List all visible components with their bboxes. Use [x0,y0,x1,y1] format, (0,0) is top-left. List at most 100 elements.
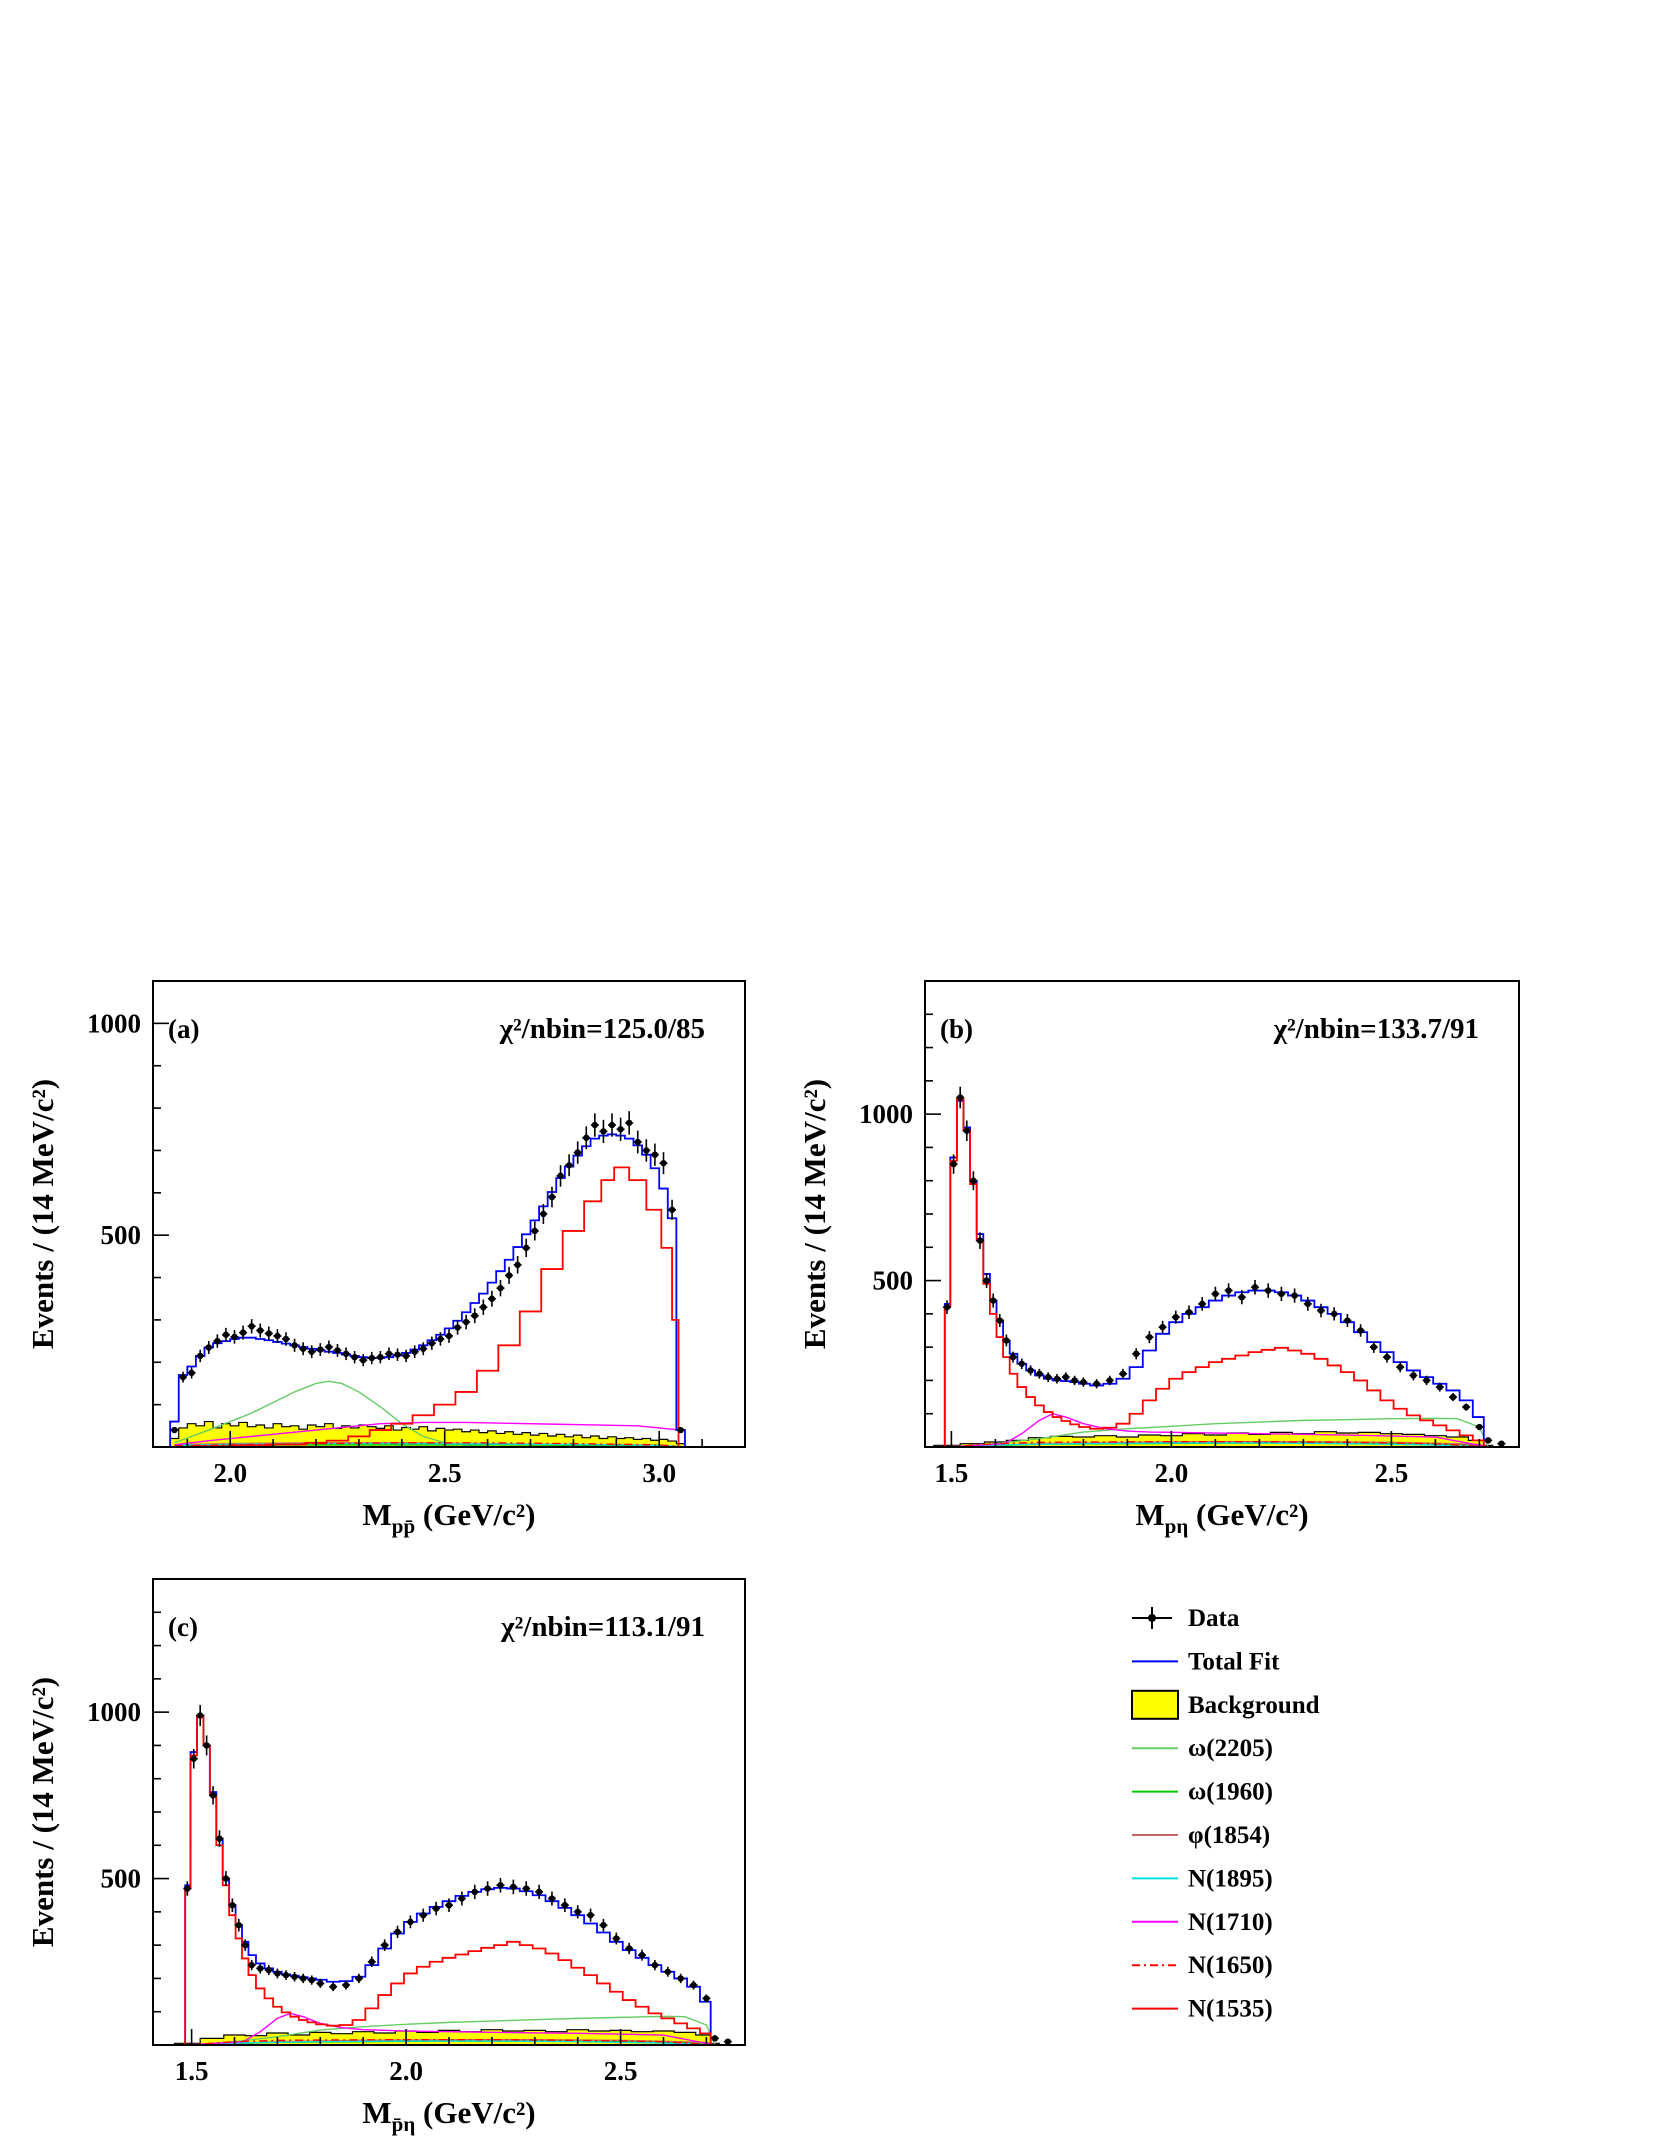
data-point [457,1891,466,1906]
data-point [189,1748,198,1769]
data-point [342,1980,351,1990]
x-tick-label: 2.0 [1155,1458,1189,1488]
data-point [290,1338,299,1352]
data-point [281,1970,290,1980]
data-point [599,1119,608,1143]
chi2-annotation: χ²/nbin=133.7/91 [1273,1013,1479,1045]
x-tick-label: 2.5 [428,1458,462,1488]
legend-entry: Background [1131,1689,1320,1720]
data-point [479,1299,488,1315]
x-tick-label: 2.5 [1375,1458,1409,1488]
data-point [256,1323,265,1338]
data-point [668,1199,677,1220]
x-tick-label: 1.5 [935,1458,969,1488]
data-point [496,1877,505,1893]
data-point [530,1221,539,1241]
data-point [590,1113,599,1137]
data-point [573,1141,582,1164]
data-point [354,1973,363,1984]
data-point [1053,1373,1061,1384]
data-point [547,1186,556,1208]
series-background-fill [169,1420,686,1447]
data-point [1105,1375,1114,1386]
data-point [1044,1372,1053,1382]
x-axis-label: Mpp̄ (GeV/c²) [363,1497,536,1538]
legend-label: N(1535) [1188,1996,1273,2023]
series-n-1535-line [180,1714,720,2045]
panel-label: (c) [168,1612,198,1642]
data-point [393,1925,402,1938]
plot-area [157,1111,686,1447]
y-axis-label: Events / (14 MeV/c²) [25,1079,60,1349]
series-data-points [170,1111,685,1434]
data-point [1092,1379,1101,1389]
data-point [462,1314,471,1330]
legend-entry: Data [1132,1605,1240,1632]
data-point [1396,1361,1405,1373]
data-point [1224,1283,1233,1298]
data-point [342,1347,351,1361]
data-point [1330,1307,1339,1321]
data-point [1409,1370,1418,1381]
legend-label: Data [1188,1605,1240,1632]
data-point [676,1426,685,1434]
data-point [556,1165,565,1187]
legend-label: ω(1960) [1188,1779,1273,1806]
data-point [1422,1375,1431,1386]
data-point [612,1932,621,1945]
data-point [221,1871,230,1887]
legend-label: Total Fit [1188,1648,1280,1675]
data-point [1185,1305,1193,1319]
data-point [1303,1296,1312,1311]
legend-label: Background [1188,1692,1320,1719]
data-point [196,1349,205,1363]
legend-entry: φ(1854) [1132,1822,1270,1849]
data-point [230,1330,239,1344]
data-point [367,1351,376,1365]
data-point [1317,1303,1325,1318]
data-point [710,2035,719,2042]
data-point [228,1898,237,1913]
data-point [496,1279,505,1297]
panel-label: (a) [168,1014,199,1044]
series-n-1710-line [187,2012,716,2045]
data-point [663,1966,672,1977]
data-point [1158,1320,1167,1334]
data-point [560,1898,569,1913]
data-point [316,1343,325,1356]
x-tick-label: 1.5 [175,2056,209,2086]
data-point [1449,1392,1457,1402]
data-point [445,1329,453,1343]
data-point [273,1329,282,1343]
plot-area [933,1086,1506,1447]
data-point [608,1113,617,1137]
data-point [513,1256,522,1274]
data-point [402,1349,411,1363]
legend-entry: N(1895) [1132,1865,1273,1892]
data-point [419,1342,428,1356]
data-point [453,1320,462,1335]
series-n-1710-line [174,1421,681,1446]
data-point [1290,1288,1299,1303]
data-point [505,1266,514,1284]
data-point [221,1327,230,1342]
data-point [586,1908,595,1922]
data-point [969,1171,978,1191]
data-point [642,1139,651,1162]
y-axis-label: Events / (14 MeV/c²) [25,1677,60,1947]
data-point [239,1325,248,1340]
data-point [179,1371,188,1383]
data-point [1002,1334,1011,1347]
data-point [264,1965,273,1976]
data-point [1264,1283,1273,1298]
legend-label: ω(2205) [1188,1735,1273,1762]
data-point [196,1704,205,1726]
data-point [256,1963,265,1974]
series-total-fit-line [169,1133,686,1447]
y-tick-label: 1000 [859,1099,913,1129]
x-tick-label: 2.5 [604,2056,638,2086]
data-point [470,1884,479,1900]
data-point [241,1939,250,1951]
legend-entry: N(1535) [1132,1996,1273,2023]
series-n-1535-line [940,1098,1493,1447]
